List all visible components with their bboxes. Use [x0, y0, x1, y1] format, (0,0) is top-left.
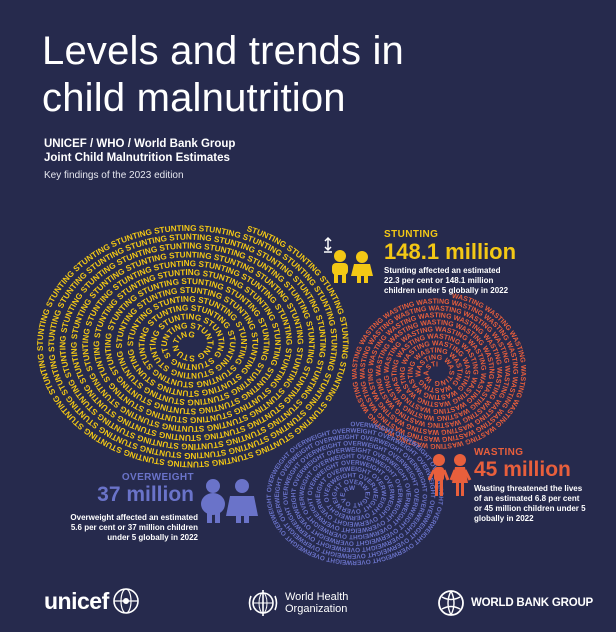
worldbank-wordmark: WORLD BANK GROUP — [471, 597, 594, 609]
wasting-desc-3: or 45 million children under 5 — [474, 504, 586, 513]
subtitle-estimates: Joint Child Malnutrition Estimates — [44, 152, 230, 164]
worldbank-globe-icon — [438, 590, 464, 616]
wasting-label: WASTING — [474, 447, 524, 458]
overweight-value: 37 million — [97, 483, 194, 506]
who-wordmark: World Health Organization — [285, 591, 348, 615]
unicef-logo: unicef — [44, 586, 141, 616]
unicef-globe-icon — [112, 588, 139, 614]
subtitle-organizations: UNICEF / WHO / World Bank Group — [44, 138, 236, 150]
wasting-stat: WASTING 45 million Wasting threatened th… — [474, 447, 586, 524]
overweight-desc-1: Overweight affected an estimated — [70, 513, 198, 522]
stunting-desc-2: 22.3 per cent or 148.1 million — [384, 276, 494, 285]
overweight-stat: OVERWEIGHT 37 million — [44, 472, 194, 506]
who-line-2: Organization — [285, 603, 348, 615]
wasting-desc-1: Wasting threatened the lives — [474, 484, 583, 493]
overweight-desc-3: under 5 globally in 2022 — [107, 533, 198, 542]
edition-note: Key findings of the 2023 edition — [44, 170, 184, 181]
who-logo: World Health Organization — [246, 588, 348, 618]
overweight-label: OVERWEIGHT — [121, 472, 194, 483]
overweight-desc-2: 5.6 per cent or 37 million children — [70, 523, 198, 532]
wasting-value: 45 million — [474, 458, 571, 481]
unicef-wordmark: unicef — [44, 587, 109, 614]
who-emblem-icon — [248, 590, 278, 616]
children-wasting-icon — [428, 454, 472, 496]
overweight-desc: Overweight affected an estimated 5.6 per… — [40, 513, 198, 543]
page-title: Levels and trends in child malnutrition — [42, 28, 582, 122]
stunting-spiral: STUNTING STUNTING STUNTING STUNTING STUN… — [0, 0, 350, 469]
wasting-desc-2: of an estimated 6.8 per cent — [474, 494, 580, 503]
stunting-stat: STUNTING 148.1 million Stunting affected… — [384, 229, 516, 296]
children-overweight-icon — [201, 479, 258, 523]
title-line-1: Levels and trends in — [42, 29, 405, 73]
children-height-icon — [324, 236, 373, 283]
stunting-desc-1: Stunting affected an estimated — [384, 266, 501, 275]
who-line-1: World Health — [285, 591, 349, 603]
stunting-desc-3: children under 5 globally in 2022 — [384, 286, 509, 295]
stunting-value: 148.1 million — [384, 239, 517, 264]
stunting-spiral-text: STUNTING STUNTING STUNTING STUNTING STUN… — [0, 0, 350, 469]
worldbank-logo: WORLD BANK GROUP — [436, 588, 593, 618]
wasting-desc-4: globally in 2022 — [474, 514, 534, 523]
title-line-2: child malnutrition — [42, 76, 346, 120]
stunting-label: STUNTING — [384, 229, 439, 240]
